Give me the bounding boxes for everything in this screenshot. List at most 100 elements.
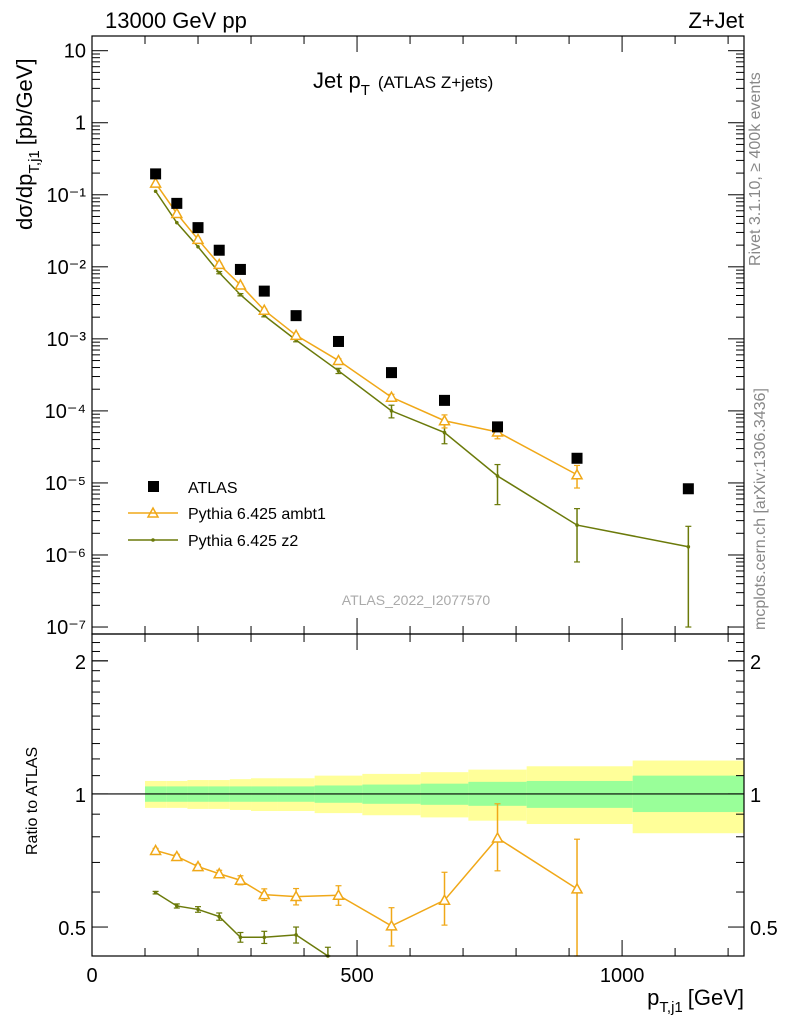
data-point [385, 367, 397, 379]
mc-point [238, 292, 243, 297]
plot-title-extra: (ATLAS Z+jets) [378, 73, 493, 92]
legend-label-ambt1: Pythia 6.425 ambt1 [188, 506, 326, 523]
mc-point [258, 303, 271, 315]
ratio-point [217, 914, 222, 919]
main-y-tick-label: 10⁻⁴ [45, 401, 86, 423]
data-point [332, 335, 344, 347]
legend-marker-atlas [148, 481, 159, 492]
data-point [213, 244, 225, 256]
data-point [150, 168, 162, 180]
mcplots-label: mcplots.cern.ch [arXiv:1306.3436] [752, 388, 769, 630]
x-axis-label: pT,j1 [GeV] [647, 985, 744, 1016]
mc-point [212, 257, 226, 270]
ratio-tick-labels: 0.5 0.5 1 1 2 2 0 500 1000 [58, 652, 778, 987]
main-y-tick-label: 10⁻³ [47, 329, 87, 351]
ratio-y-tick-label-left: 1 [75, 785, 86, 807]
mc-point [570, 468, 584, 480]
mc-point [336, 369, 341, 373]
x-tick-label: 1000 [600, 965, 645, 987]
main-y-tick-label: 10⁻² [47, 257, 87, 279]
mc-point [153, 189, 158, 194]
mc-point [217, 270, 222, 275]
ratio-point [491, 831, 504, 843]
mc-point [385, 390, 398, 402]
legend-marker-ambt1 [146, 506, 160, 518]
ratio-point [234, 873, 247, 885]
data-point [439, 394, 451, 406]
main-y-axis-label: dσ/dpT,j1 [pb/GeV] [12, 58, 43, 230]
mc-point [175, 220, 179, 225]
legend-label-z2: Pythia 6.425 z2 [188, 533, 298, 550]
ratio-point [238, 935, 243, 940]
mc-point [686, 544, 691, 549]
ratio-uncertainty-bands [145, 760, 744, 834]
analysis-id-label: ATLAS_2022_I2077570 [342, 592, 491, 608]
main-series [149, 168, 694, 628]
data-point [234, 263, 246, 275]
ratio-point [175, 904, 179, 908]
mc-point [234, 278, 247, 290]
legend-label-atlas: ATLAS [188, 480, 238, 497]
rivet-version-label: Rivet 3.1.10, ≥ 400k events [747, 72, 764, 266]
main-y-tick-label: 10 [64, 41, 86, 63]
ratio-point [149, 843, 162, 856]
ratio-series [149, 803, 584, 958]
ratio-point [332, 888, 345, 901]
plot-title-sub: T [361, 82, 370, 99]
ratio-series-line [155, 837, 578, 927]
ratio-point [170, 849, 184, 862]
ratio-axis-ticks [91, 634, 744, 956]
data-point [571, 452, 583, 464]
ratio-y-tick-label-right: 1 [750, 785, 761, 807]
main-y-label-sub: T,j1 [26, 150, 43, 173]
ratio-y-tick-label-left: 0.5 [58, 918, 86, 940]
mc-point [332, 354, 345, 366]
ratio-point [153, 890, 158, 895]
main-y-tick-labels: 10 1 10⁻¹ 10⁻² 10⁻³ 10⁻⁴ 10⁻⁵ 10⁻⁶ 10⁻⁷ [45, 41, 87, 639]
mc-point [442, 430, 447, 435]
main-panel: 10 1 10⁻¹ 10⁻² 10⁻³ 10⁻⁴ 10⁻⁵ 10⁻⁶ 10⁻⁷ Jet pT (A… [12, 35, 745, 639]
mc-point [495, 474, 500, 478]
ratio-y-tick-label-left: 2 [75, 652, 86, 674]
main-y-tick-label: 1 [75, 113, 86, 135]
x-tick-label: 0 [86, 965, 97, 987]
data-point [682, 483, 694, 495]
x-label-sub: T,j1 [659, 999, 682, 1016]
main-y-tick-label: 10⁻⁶ [45, 545, 86, 567]
series-line [154, 182, 578, 476]
x-label-main: p [647, 985, 659, 1010]
mc-point [389, 409, 394, 413]
mc-point [438, 414, 451, 426]
ratio-point [196, 907, 200, 912]
mc-point [196, 244, 200, 249]
data-point [171, 197, 183, 209]
main-y-tick-label: 10⁻⁵ [45, 473, 86, 495]
ratio-y-tick-label-right: 2 [750, 652, 761, 674]
main-y-tick-label: 10⁻⁷ [46, 617, 86, 639]
ratio-point [212, 867, 226, 879]
plot-title: Jet pT (ATLAS Z+jets) [313, 68, 493, 99]
mc-point [170, 206, 184, 219]
mc-point [191, 232, 205, 245]
header-energy-label: 13000 GeV pp [105, 8, 247, 33]
ratio-point [191, 860, 205, 872]
legend-marker-z2 [151, 538, 155, 542]
ratio-point [289, 890, 303, 902]
plot-title-main: Jet p [313, 68, 361, 93]
mc-point [149, 176, 162, 188]
data-point [192, 222, 204, 234]
x-label-units: [GeV] [688, 985, 744, 1010]
legend: ATLAS Pythia 6.425 ambt1 Pythia 6.425 z2 [128, 480, 326, 550]
main-y-label-units: [pb/GeV] [12, 58, 37, 145]
ratio-point [438, 893, 451, 905]
ratio-point [258, 888, 271, 900]
ratio-panel-frame [91, 633, 745, 957]
main-y-tick-label: 10⁻¹ [47, 185, 87, 207]
mc-point [575, 523, 579, 527]
ratio-panel: 0.5 0.5 1 1 2 2 0 500 1000 Ratio to ATLAS pT,j1 [… [24, 633, 778, 1016]
data-point [258, 285, 270, 297]
ratio-point [385, 919, 398, 931]
main-axis-ticks [91, 36, 744, 634]
x-tick-label: 500 [340, 965, 373, 987]
data-point [492, 421, 504, 433]
